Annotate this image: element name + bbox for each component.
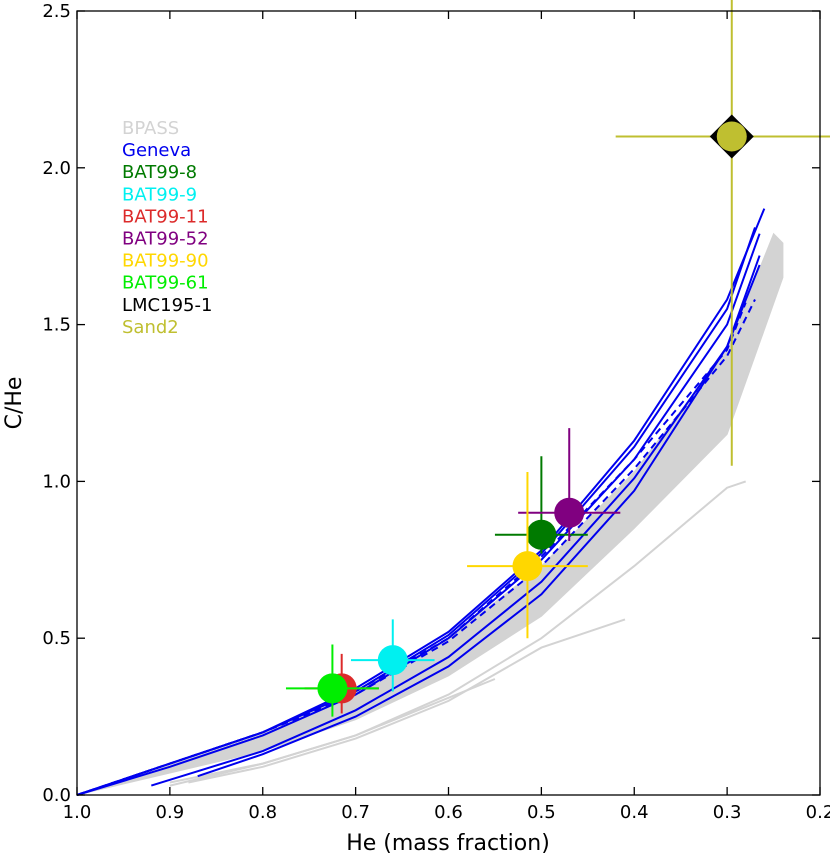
- point-bat99-8: [494, 456, 588, 554]
- circle-marker: [377, 645, 408, 676]
- x-tick-label: 0.4: [620, 802, 649, 823]
- point-bat99-61: [285, 644, 379, 717]
- y-tick-label: 2.5: [42, 1, 71, 22]
- circle-marker: [716, 121, 747, 152]
- geneva-track-7: [197, 264, 761, 778]
- x-tick-label: 0.7: [341, 802, 370, 823]
- y-tick-label: 1.0: [42, 471, 71, 492]
- y-tick-label: 0.0: [42, 785, 71, 806]
- bpass-track-2: [188, 618, 626, 784]
- legend: BPASSGenevaBAT99-8BAT99-9BAT99-11BAT99-5…: [122, 118, 212, 338]
- legend-entry-bat99-9: BAT99-9: [122, 184, 197, 205]
- legend-entry-bat99-90: BAT99-90: [122, 251, 209, 272]
- legend-entry-bat99-61: BAT99-61: [122, 273, 209, 294]
- circle-marker: [317, 673, 348, 704]
- y-tick-label: 0.5: [42, 628, 71, 649]
- x-tick-label: 0.2: [806, 802, 830, 823]
- x-tick-label: 0.5: [527, 802, 556, 823]
- x-tick-label: 0.9: [156, 802, 185, 823]
- point-bat99-90: [467, 471, 588, 639]
- point-bat99-9: [350, 619, 435, 692]
- geneva-track-2: [76, 227, 756, 796]
- x-axis-label: He (mass fraction): [346, 831, 550, 856]
- x-tick-label: 0.6: [434, 802, 463, 823]
- plot-area: [76, 0, 830, 796]
- x-tick-label: 1.0: [63, 802, 92, 823]
- point-bat99-52: [518, 428, 621, 541]
- circle-marker: [554, 497, 585, 528]
- legend-entry-bat99-8: BAT99-8: [122, 162, 197, 183]
- point-sand2: [615, 0, 830, 466]
- legend-entry-bpass: BPASS: [122, 118, 179, 139]
- x-tick-label: 0.8: [248, 802, 277, 823]
- axes: 1.0 0.9 0.8 0.7 0.6 0.5 0.4 0.3 0.2 0.0 0.5 1.0 1.5 2…: [42, 1, 830, 823]
- legend-entry-lmc195-1: LMC195-1: [122, 295, 212, 316]
- circle-marker: [512, 551, 543, 582]
- legend-entry-geneva: Geneva: [122, 140, 191, 161]
- y-tick-label: 1.5: [42, 315, 71, 336]
- y-tick-label: 2.0: [42, 158, 71, 179]
- bpass-track-3: [169, 678, 496, 784]
- y-axis-label: C/He: [2, 377, 27, 430]
- legend-entry-bat99-11: BAT99-11: [122, 206, 209, 227]
- circle-marker: [526, 519, 557, 550]
- geneva-track-4: [76, 302, 747, 796]
- x-tick-label: 0.3: [713, 802, 742, 823]
- legend-entry-sand2: Sand2: [122, 317, 179, 338]
- legend-entry-bat99-52: BAT99-52: [122, 229, 209, 250]
- geneva-track-3: [76, 233, 761, 796]
- geneva-track-6: [151, 255, 761, 787]
